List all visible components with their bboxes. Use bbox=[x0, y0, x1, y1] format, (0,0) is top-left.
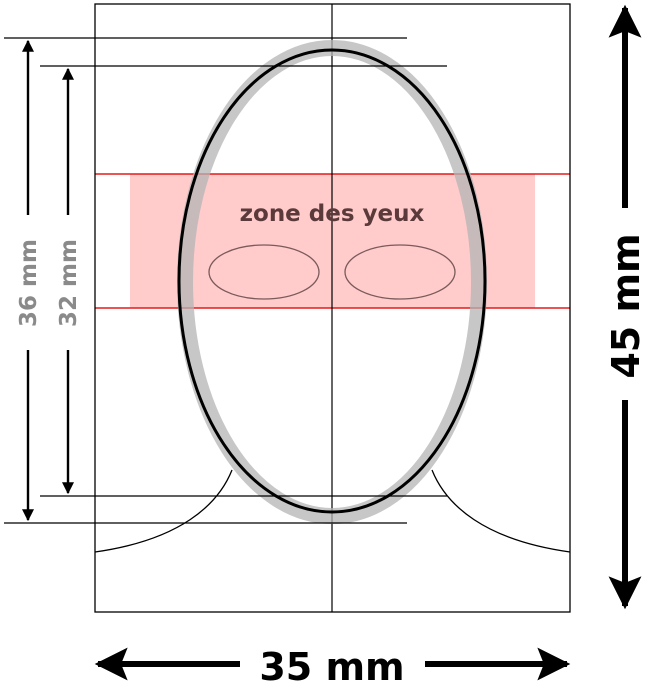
left-shoulder bbox=[94, 469, 233, 553]
eye-zone-label: zone des yeux bbox=[240, 201, 425, 227]
right-shoulder bbox=[431, 469, 571, 553]
dim-32-label: 32 mm bbox=[56, 239, 82, 327]
dim-45-label: 45 mm bbox=[604, 233, 648, 378]
dim-36-label: 36 mm bbox=[16, 239, 42, 327]
dim-35-label: 35 mm bbox=[259, 645, 404, 689]
face-outline bbox=[177, 48, 487, 514]
left-eye bbox=[208, 244, 320, 300]
right-eye bbox=[344, 244, 456, 300]
face-tolerance-band bbox=[177, 40, 487, 524]
